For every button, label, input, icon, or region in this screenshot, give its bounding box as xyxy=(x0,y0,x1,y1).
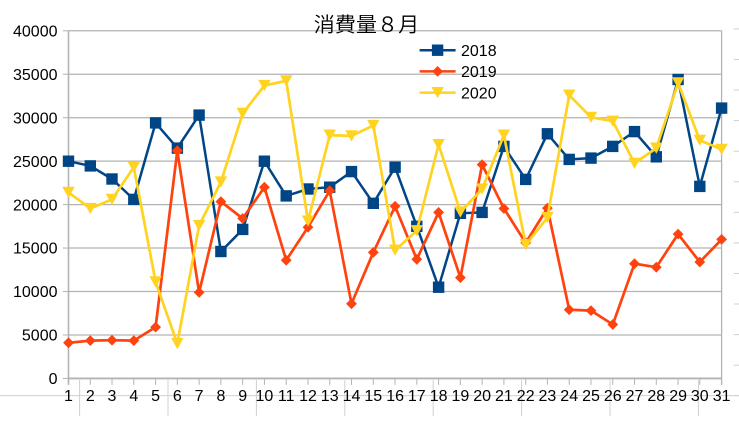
svg-text:25: 25 xyxy=(582,388,600,405)
svg-text:30: 30 xyxy=(691,388,709,405)
svg-text:25000: 25000 xyxy=(13,154,58,171)
svg-text:30000: 30000 xyxy=(13,110,58,127)
svg-text:35000: 35000 xyxy=(13,67,58,84)
svg-text:40000: 40000 xyxy=(13,24,58,41)
svg-text:20000: 20000 xyxy=(13,197,58,214)
svg-text:18: 18 xyxy=(430,388,448,405)
svg-text:15: 15 xyxy=(364,388,382,405)
svg-text:5: 5 xyxy=(151,388,160,405)
svg-text:10: 10 xyxy=(256,388,274,405)
svg-text:22: 22 xyxy=(517,388,535,405)
svg-text:28: 28 xyxy=(647,388,665,405)
svg-text:8: 8 xyxy=(216,388,225,405)
svg-text:2018: 2018 xyxy=(461,43,497,60)
svg-text:2: 2 xyxy=(86,388,95,405)
svg-text:9: 9 xyxy=(238,388,247,405)
svg-text:7: 7 xyxy=(195,388,204,405)
svg-text:21: 21 xyxy=(495,388,513,405)
svg-text:26: 26 xyxy=(604,388,622,405)
svg-text:0: 0 xyxy=(49,371,58,388)
svg-text:11: 11 xyxy=(278,388,295,405)
svg-text:19: 19 xyxy=(452,388,470,405)
svg-text:29: 29 xyxy=(669,388,687,405)
svg-text:16: 16 xyxy=(386,388,404,405)
svg-text:5000: 5000 xyxy=(22,328,58,345)
svg-text:6: 6 xyxy=(173,388,182,405)
svg-text:10000: 10000 xyxy=(13,284,58,301)
svg-text:31: 31 xyxy=(713,388,731,405)
svg-text:1: 1 xyxy=(64,388,73,405)
svg-text:12: 12 xyxy=(299,388,317,405)
svg-text:15000: 15000 xyxy=(13,241,58,258)
svg-text:23: 23 xyxy=(539,388,557,405)
svg-text:20: 20 xyxy=(473,388,491,405)
svg-text:14: 14 xyxy=(343,388,361,405)
svg-text:2019: 2019 xyxy=(461,64,497,81)
svg-text:27: 27 xyxy=(626,388,644,405)
svg-text:4: 4 xyxy=(129,388,138,405)
svg-text:3: 3 xyxy=(108,388,117,405)
svg-text:17: 17 xyxy=(408,388,426,405)
svg-text:24: 24 xyxy=(560,388,578,405)
svg-text:13: 13 xyxy=(321,388,339,405)
svg-text:2020: 2020 xyxy=(461,85,497,102)
